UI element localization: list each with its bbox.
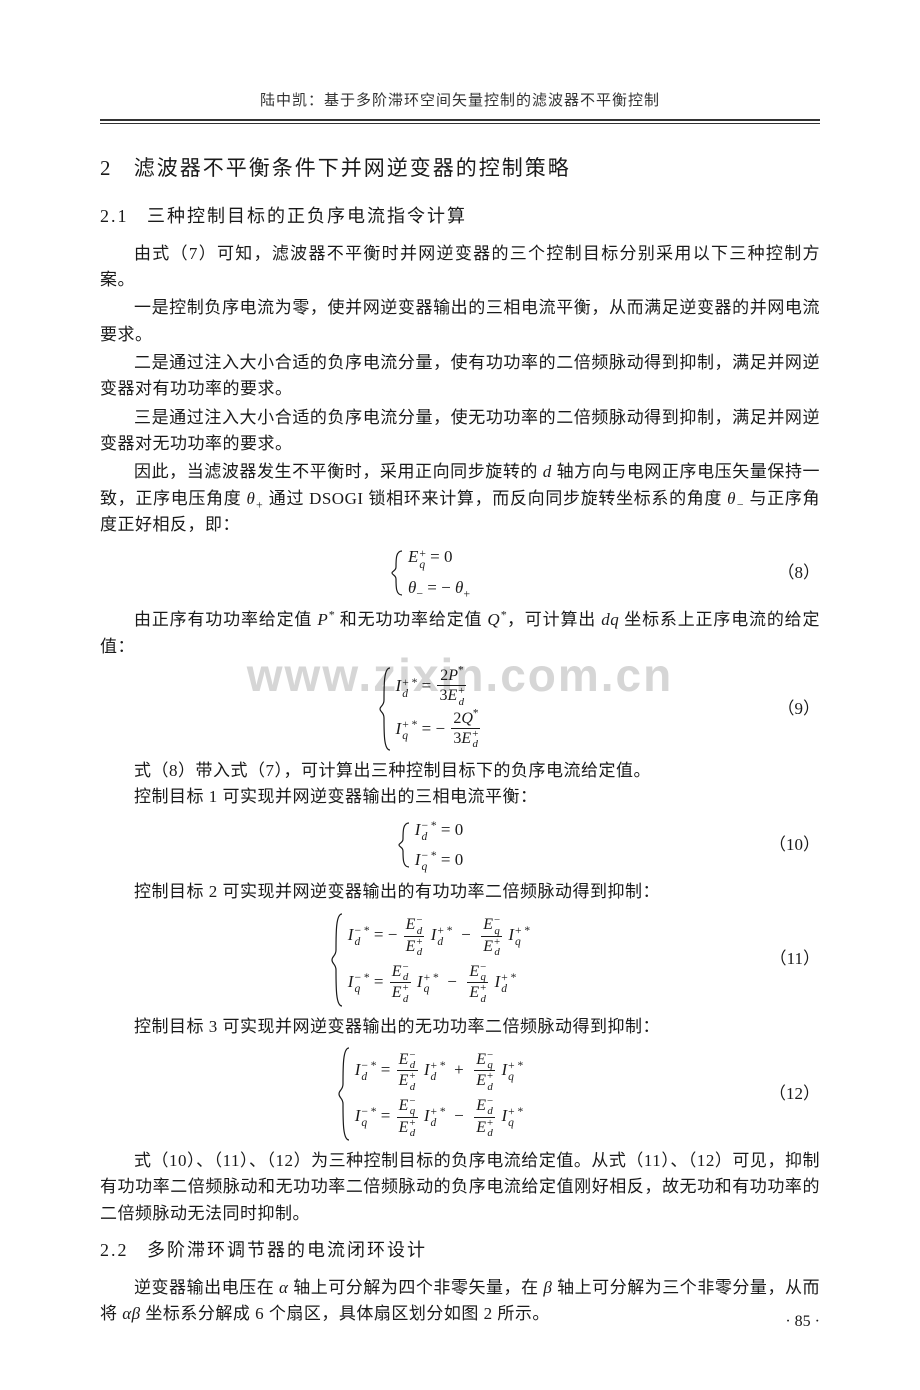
paragraph: 二是通过注入大小合适的负序电流分量，使有功功率的二倍频脉动得到抑制，满足并网逆变… xyxy=(100,350,820,403)
equation-number: （11） xyxy=(760,946,820,972)
text-run: 轴上可分解为四个非零矢量，在 xyxy=(288,1278,543,1297)
equation-12: I− *d = E−dE+d I+ *d + E−qE+d I+ *q I− *… xyxy=(100,1046,820,1142)
text-run: 坐标系分解成 6 个扇区，具体扇区划分如图 2 所示。 xyxy=(141,1304,550,1323)
math-inline-theta-plus: θ+ xyxy=(246,489,263,508)
math-inline-Pstar: P* xyxy=(317,610,334,629)
text-run: 逆变器输出电压在 xyxy=(134,1278,279,1297)
paragraph: 由正序有功功率给定值 P* 和无功功率给定值 Q*，可计算出 dq 坐标系上正序… xyxy=(100,607,820,660)
math-inline-dq: dq xyxy=(601,610,619,629)
section-title: 滤波器不平衡条件下并网逆变器的控制策略 xyxy=(134,156,571,180)
header-rule-thin xyxy=(100,123,820,124)
subsection-title: 多阶滞环调节器的电流闭环设计 xyxy=(147,1240,427,1260)
text-run: ，可计算出 xyxy=(507,610,602,629)
brace-icon xyxy=(337,1046,351,1142)
subsection-heading-2-1: 2.1 三种控制目标的正负序电流指令计算 xyxy=(100,203,820,231)
equation-11: I− *d = − E−dE+d I+ *d − E−qE+d I+ *q I−… xyxy=(100,912,820,1008)
section-number: 2 xyxy=(100,156,113,180)
equation-9: I+ *d = 2P*3E+d I+ *q = − 2Q*3E+d （9） xyxy=(100,666,820,752)
paragraph: 控制目标 3 可实现并网逆变器输出的无功功率二倍频脉动得到抑制： xyxy=(100,1014,820,1040)
text-run: 由正序有功功率给定值 xyxy=(134,610,317,629)
paragraph: 因此，当滤波器发生不平衡时，采用正向同步旋转的 d 轴方向与电网正序电压矢量保持… xyxy=(100,459,820,538)
paragraph: 由式（7）可知，滤波器不平衡时并网逆变器的三个控制目标分别采用以下三种控制方案。 xyxy=(100,241,820,294)
subsection-number: 2.1 xyxy=(100,206,129,226)
subsection-heading-2-2: 2.2 多阶滞环调节器的电流闭环设计 xyxy=(100,1237,820,1265)
section-heading-2: 2 滤波器不平衡条件下并网逆变器的控制策略 xyxy=(100,152,820,185)
paragraph: 式（10）、（11）、（12）为三种控制目标的负序电流给定值。从式（11）、（1… xyxy=(100,1148,820,1227)
text-run: 因此，当滤波器发生不平衡时，采用正向同步旋转的 xyxy=(134,462,543,481)
paragraph: 三是通过注入大小合适的负序电流分量，使无功功率的二倍频脉动得到抑制，满足并网逆变… xyxy=(100,405,820,458)
brace-icon xyxy=(390,549,404,597)
subsection-title: 三种控制目标的正负序电流指令计算 xyxy=(147,206,467,226)
paragraph: 一是控制负序电流为零，使并网逆变器输出的三相电流平衡，从而满足逆变器的并网电流要… xyxy=(100,295,820,348)
math-inline-Qstar: Q* xyxy=(487,610,506,629)
header-rule-thick xyxy=(100,119,820,121)
math-inline-alphabeta: αβ xyxy=(122,1304,140,1323)
paragraph: 控制目标 1 可实现并网逆变器输出的三相电流平衡： xyxy=(100,784,820,810)
text-run: 和无功功率给定值 xyxy=(335,610,488,629)
brace-icon xyxy=(378,666,392,752)
subsection-number: 2.2 xyxy=(100,1240,129,1260)
paragraph: 控制目标 2 可实现并网逆变器输出的有功功率二倍频脉动得到抑制： xyxy=(100,879,820,905)
paragraph: 逆变器输出电压在 α 轴上可分解为四个非零矢量，在 β 轴上可分解为三个非零分量… xyxy=(100,1275,820,1328)
math-inline-beta: β xyxy=(543,1278,552,1297)
equation-number: （10） xyxy=(760,832,820,858)
equation-number: （12） xyxy=(760,1081,820,1107)
equation-8: E+q = 0 θ− = − θ+ （8） xyxy=(100,544,820,601)
paragraph: 式（8）带入式（7），可计算出三种控制目标下的负序电流给定值。 xyxy=(100,758,820,784)
equation-number: （9） xyxy=(760,696,820,722)
math-inline-d: d xyxy=(543,462,552,481)
equation-number: （8） xyxy=(760,560,820,586)
equation-10: I− *d = 0 I− *q = 0 （10） xyxy=(100,817,820,874)
brace-icon xyxy=(397,821,411,869)
running-head: 陆中凯：基于多阶滞环空间矢量控制的滤波器不平衡控制 xyxy=(100,90,820,113)
brace-icon xyxy=(330,912,344,1008)
math-inline-theta-minus: θ− xyxy=(727,489,744,508)
text-run: 通过 DSOGI 锁相环来计算，而反向同步旋转坐标系的角度 xyxy=(264,489,727,508)
